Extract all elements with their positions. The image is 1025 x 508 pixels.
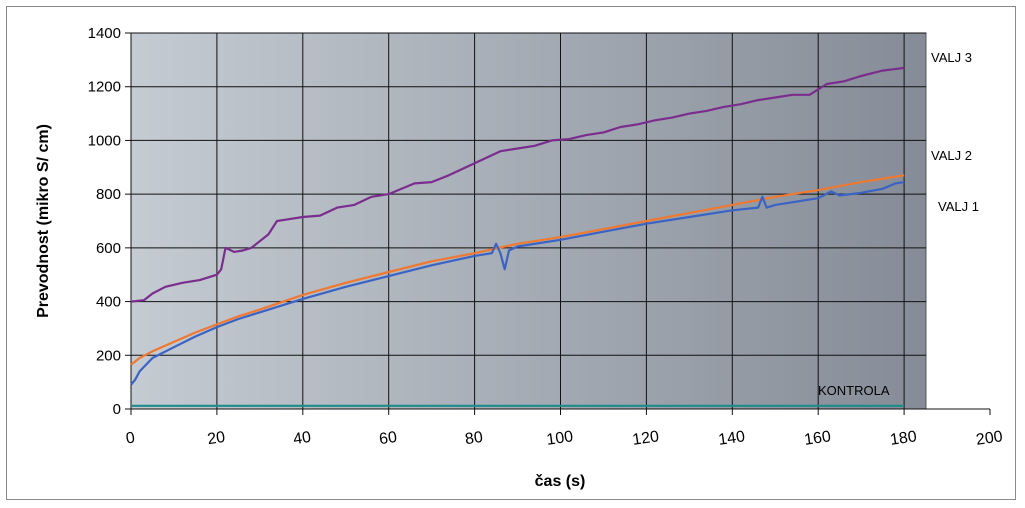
series-labels: VALJ 3 VALJ 2 VALJ 1 KONTROLA [818, 50, 979, 398]
x-tick-label: 100 [545, 428, 574, 449]
series-lines [130, 66, 905, 407]
x-axis-title: čas (s) [535, 473, 586, 490]
series-label-valj-2: VALJ 2 [931, 148, 972, 163]
x-tick-label: 160 [803, 428, 832, 449]
x-tick-label: 0 [125, 429, 136, 447]
y-tick-label: 800 [96, 186, 121, 203]
y-tick-label: 600 [96, 240, 121, 257]
x-tick-label: 200 [975, 428, 1004, 449]
x-tick-label: 80 [464, 429, 484, 448]
x-tick-label: 180 [889, 428, 918, 449]
y-tick-label: 1000 [88, 132, 121, 149]
axis-ticks: 0 200 400 600 800 1000 1200 1400 0 20 40 60 80 100 120… [88, 25, 1004, 449]
y-axis-title: Prevodnost (mikro S/ cm) [35, 124, 52, 318]
series-line-valj-1 [130, 181, 905, 386]
y-tick-label: 1200 [88, 79, 121, 96]
x-tick-label: 20 [206, 429, 226, 448]
x-tick-label: 140 [717, 428, 746, 449]
series-label-valj-1: VALJ 1 [938, 199, 979, 214]
x-tick-label: 40 [292, 429, 312, 448]
x-tick-label: 60 [378, 429, 398, 448]
x-tick-label: 120 [631, 428, 660, 449]
y-tick-label: 1400 [88, 25, 121, 42]
series-line-valj-3 [130, 66, 905, 303]
y-tick-label: 400 [96, 294, 121, 311]
series-line-valj-2 [130, 174, 905, 366]
y-tick-label: 200 [96, 347, 121, 364]
series-label-valj-3: VALJ 3 [931, 50, 972, 65]
y-tick-label: 0 [113, 401, 121, 418]
plot-area [130, 32, 927, 410]
series-label-kontrola: KONTROLA [818, 383, 890, 398]
